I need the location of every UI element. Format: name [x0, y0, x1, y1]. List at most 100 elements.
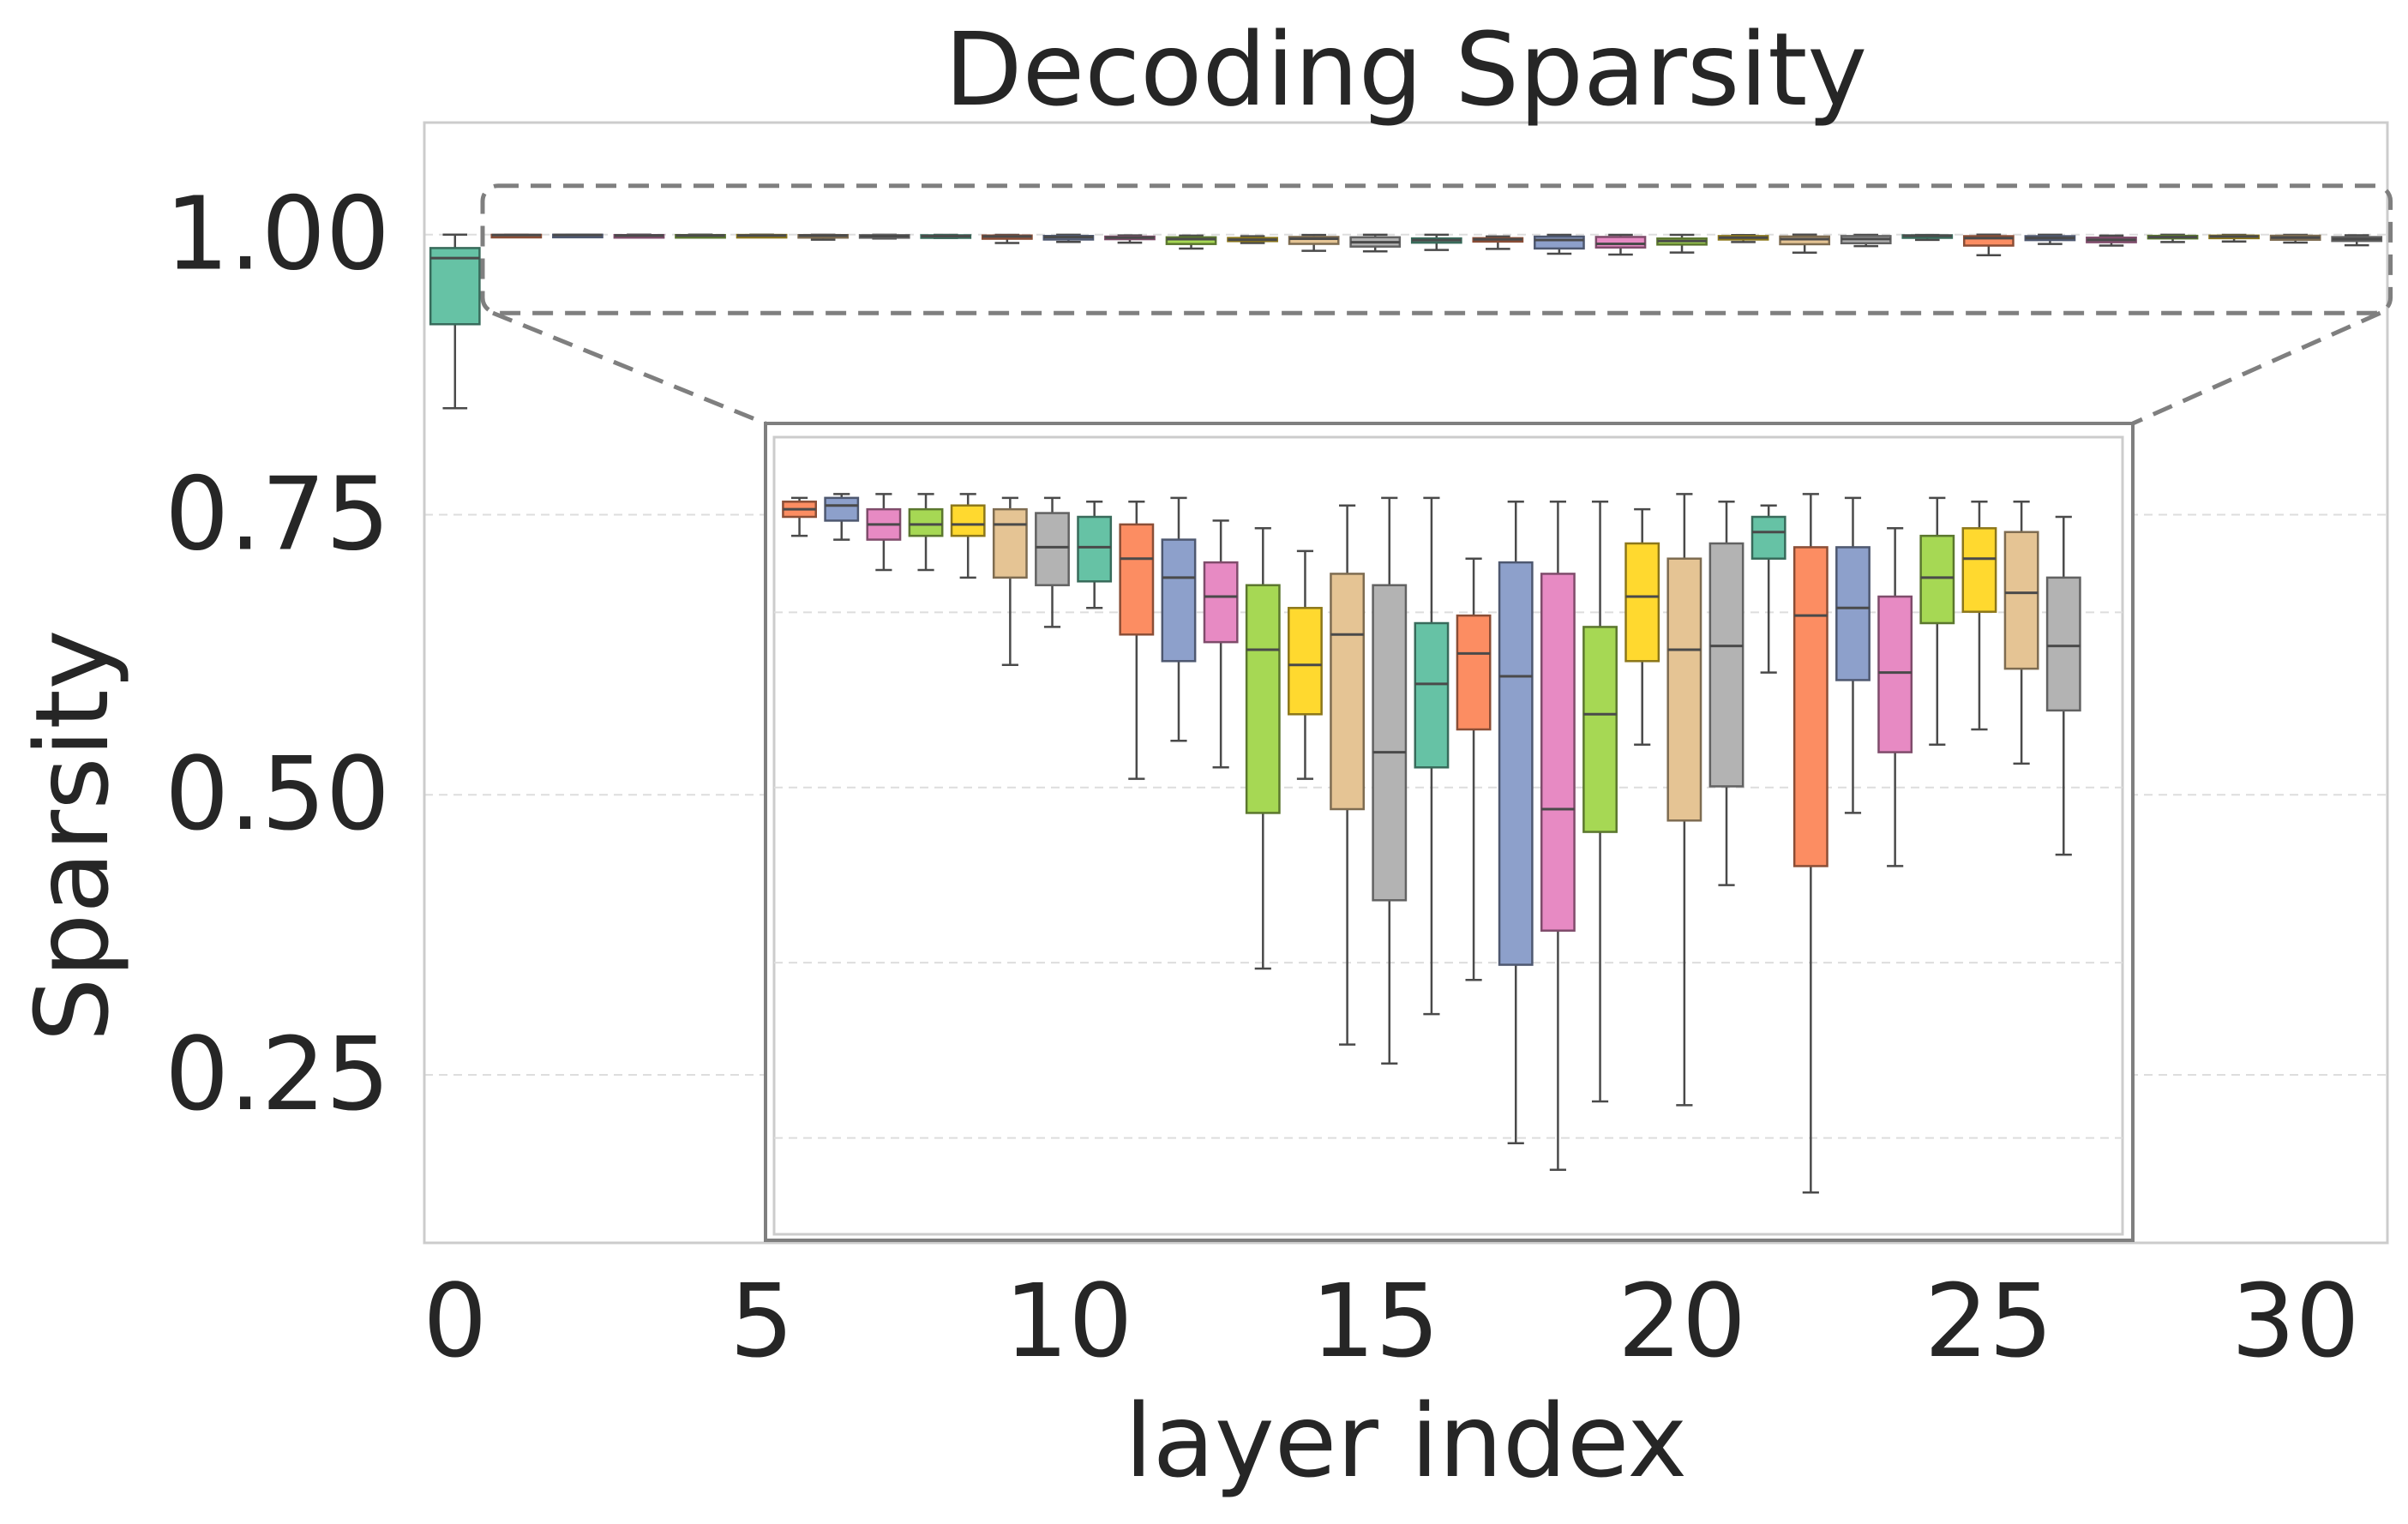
box-iqr: [908, 507, 944, 537]
y-tick-labels: 0.25 0.50 0.75 1.00: [165, 175, 390, 1133]
box-layer-24: [1901, 233, 1954, 242]
box-layer-30: [2269, 233, 2321, 244]
box-iqr: [1245, 584, 1281, 814]
x-tick-label-5: 25: [1925, 1262, 2053, 1380]
box-iqr: [1877, 595, 1913, 753]
box-layer-28: [2147, 233, 2199, 243]
box-iqr: [429, 247, 481, 326]
x-tick-label-0: 0: [423, 1262, 487, 1380]
inset-box-layer-29: [1961, 501, 1997, 731]
box-layer-11: [1104, 234, 1156, 244]
inset-box-layer-28: [1919, 496, 1955, 746]
inset-box-layer-16: [1414, 496, 1450, 1016]
x-tick-label-3: 15: [1311, 1262, 1439, 1380]
zoom-indicator: [480, 183, 2393, 426]
inset-box-layer-26: [1835, 496, 1871, 814]
box-layer-17: [1472, 235, 1524, 250]
box-iqr: [1624, 542, 1660, 663]
box-iqr: [1077, 515, 1113, 583]
box-layer-18: [1534, 233, 1585, 255]
box-iqr: [992, 507, 1028, 579]
inset-box-layer-21: [1624, 507, 1660, 746]
box-layer-22: [1779, 233, 1831, 254]
box-layer-25: [1962, 233, 2015, 256]
box-iqr: [2045, 576, 2081, 712]
inset-box-layer-10: [1161, 496, 1197, 742]
box-iqr: [1792, 546, 1829, 867]
inset-box-layer-24: [1750, 504, 1786, 674]
inset-box-layer-25: [1792, 493, 1829, 1194]
chart-title: Decoding Sparsity: [945, 10, 1867, 129]
box-iqr: [1919, 534, 1955, 625]
box-layer-21: [1717, 233, 1769, 243]
inset-box-layer-12: [1245, 527, 1281, 970]
inset-box-layer-8: [1077, 501, 1113, 609]
inset-box-layer-9: [1119, 501, 1155, 780]
inset-box-layer-5: [950, 493, 986, 579]
inset-box-layer-23: [1708, 501, 1744, 886]
box-iqr: [1962, 235, 2015, 247]
inset-box-layer-31: [2045, 515, 2081, 856]
box-layer-6: [797, 233, 850, 241]
box-layer-1: [490, 233, 543, 239]
y-tick-label-3: 1.00: [165, 175, 390, 293]
main-axes-frame: [423, 121, 2389, 1245]
y-axis-label: Sparsity: [13, 630, 131, 1042]
y-tick-label-2: 0.75: [165, 454, 390, 573]
box-iqr: [1203, 561, 1239, 644]
box-iqr: [1288, 607, 1323, 716]
box-iqr: [1372, 584, 1408, 902]
box-iqr: [950, 504, 986, 537]
box-layer-7: [858, 233, 910, 240]
x-tick-label-6: 30: [2231, 1262, 2360, 1380]
y-tick-label-0: 0.25: [165, 1015, 390, 1133]
box-layer-5: [736, 233, 788, 239]
x-tick-labels: 0 5 10 15 20 25 30: [423, 1262, 2359, 1380]
inset-box-layer-11: [1203, 519, 1239, 769]
box-iqr: [1288, 236, 1340, 245]
box-layer-2: [552, 233, 604, 239]
inset-box-layer-15: [1372, 496, 1408, 1065]
box-iqr: [1165, 236, 1217, 245]
box-layer-3: [613, 233, 665, 239]
box-layer-9: [981, 233, 1033, 244]
box-iqr: [824, 496, 860, 522]
inset-box-layer-18: [1498, 501, 1534, 1144]
inset-zoom-panel: [764, 422, 2135, 1242]
box-iqr: [1835, 546, 1871, 681]
inset-box-layer-7: [1035, 496, 1070, 628]
box-layer-13: [1227, 235, 1278, 244]
box-iqr: [1161, 538, 1197, 663]
box-iqr: [2003, 531, 2039, 670]
box-iqr: [1540, 573, 1576, 932]
box-layer-19: [1594, 233, 1647, 256]
box-layer-27: [2086, 234, 2137, 247]
box-layer-26: [2024, 233, 2076, 245]
main-boxplots: [429, 233, 2383, 410]
box-layer-31: [2331, 234, 2383, 247]
inset-box-layer-17: [1456, 557, 1492, 981]
box-iqr: [1708, 542, 1744, 788]
box-iqr: [1414, 621, 1450, 769]
box-layer-4: [675, 233, 726, 239]
x-tick-label-2: 10: [1004, 1262, 1132, 1380]
box-iqr: [1582, 626, 1618, 833]
inset-box-layer-4: [908, 493, 944, 572]
inset-box-layer-22: [1666, 493, 1702, 1107]
x-axis-label: layer index: [1125, 1382, 1687, 1500]
box-layer-29: [2208, 233, 2260, 243]
box-layer-15: [1349, 233, 1402, 253]
box-iqr: [1456, 614, 1492, 731]
box-iqr: [1330, 573, 1366, 811]
box-iqr: [1961, 527, 1997, 613]
box-layer-8: [920, 233, 972, 239]
x-tick-label-4: 20: [1618, 1262, 1746, 1380]
inset-axes-frame: [772, 435, 2124, 1236]
inset-box-layer-1: [782, 496, 817, 537]
zoom-connector-left: [492, 310, 766, 426]
inset-box-layer-2: [824, 493, 860, 541]
box-layer-16: [1410, 233, 1462, 251]
box-layer-20: [1656, 233, 1708, 254]
